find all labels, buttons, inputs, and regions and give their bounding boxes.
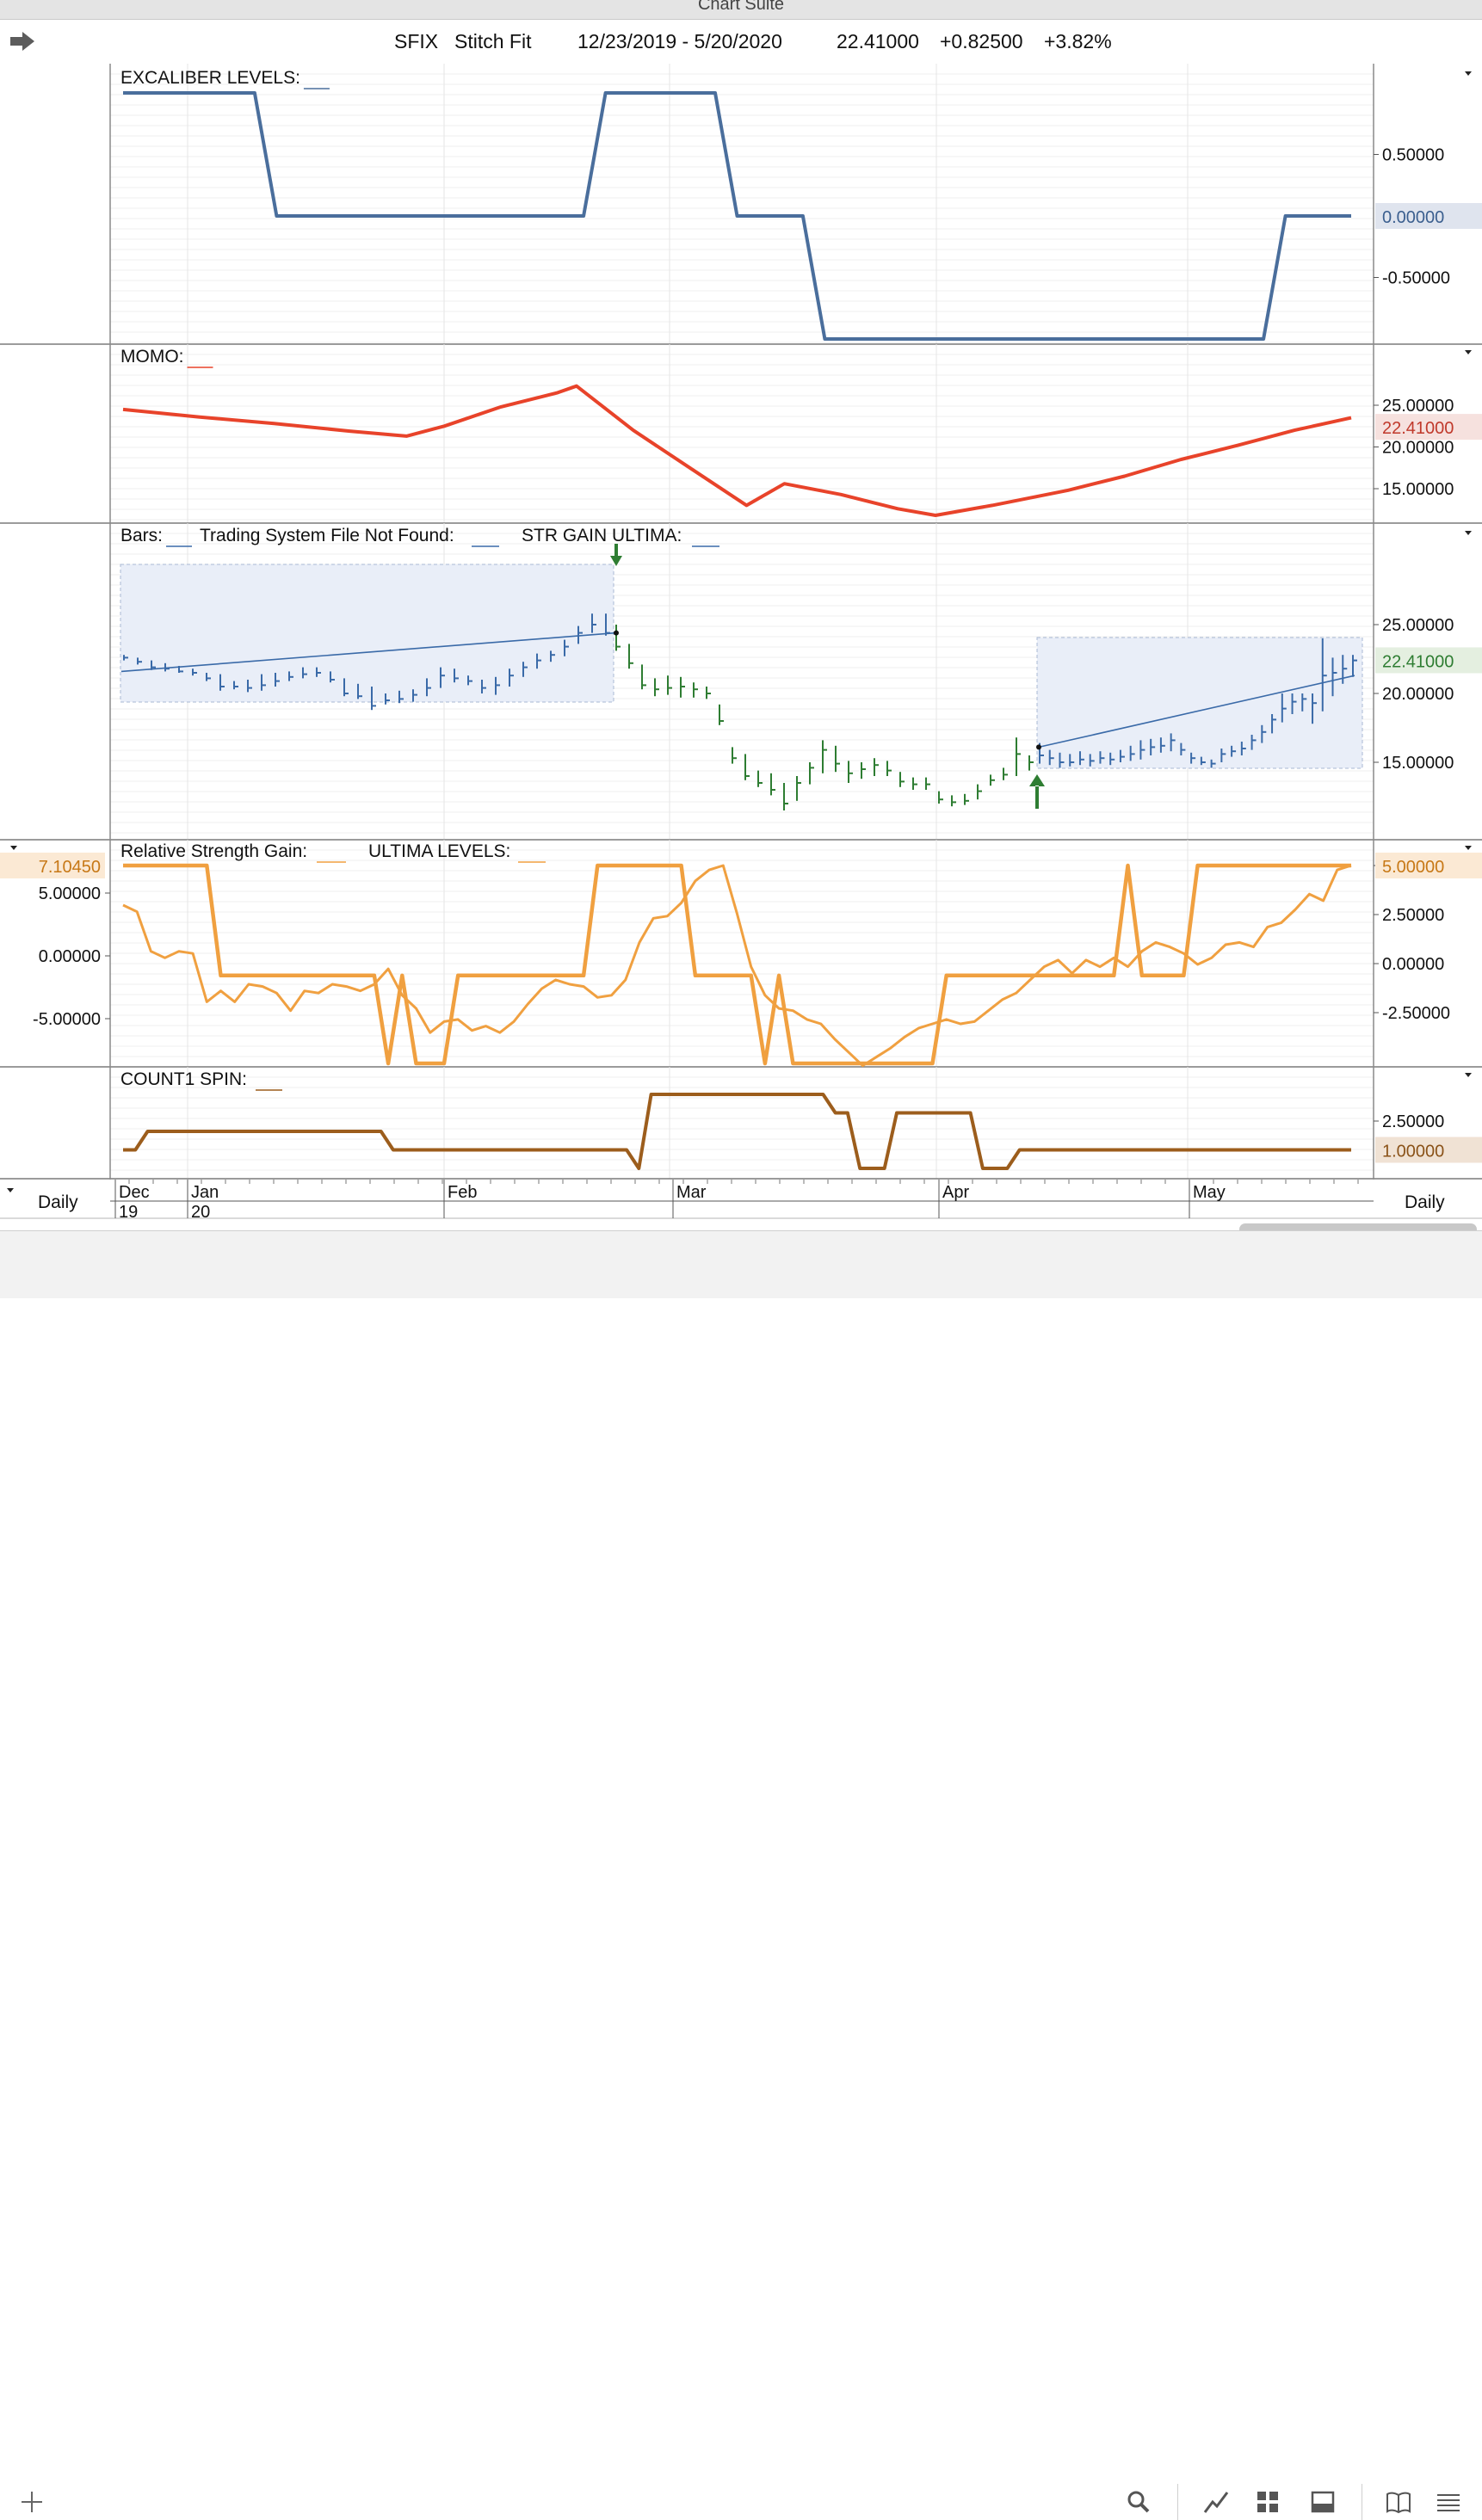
collapse-triangle-icon[interactable]	[10, 846, 17, 850]
collapse-triangle-icon[interactable]	[1465, 71, 1472, 76]
collapse-triangle-icon[interactable]	[1465, 846, 1472, 850]
search-icon[interactable]	[1126, 2489, 1152, 2515]
time-axis-year-label: 19	[119, 1203, 138, 1222]
time-axis-month-label: Apr	[942, 1183, 969, 1202]
axis-tick-label: 25.00000	[1382, 616, 1454, 635]
axis-tick-label: 15.00000	[1382, 480, 1454, 499]
legend-label: STR GAIN ULTIMA:	[522, 526, 682, 545]
axis-tick-label: 20.00000	[1382, 439, 1454, 458]
plus-icon[interactable]	[19, 2489, 45, 2515]
collapse-triangle-icon[interactable]	[1465, 531, 1472, 535]
axis-tick-label: 2.50000	[1382, 1112, 1444, 1131]
time-axis-month-label: Dec	[119, 1183, 150, 1202]
axis-tick-label: -0.50000	[1382, 269, 1450, 288]
axis-tick-label: 0.50000	[1382, 146, 1444, 165]
axis-tick-label: 2.50000	[1382, 906, 1444, 925]
axis-tick-label: -2.50000	[1382, 1004, 1450, 1023]
trading-band-left	[120, 564, 614, 703]
excaliber-last-value: 0.00000	[1382, 208, 1444, 227]
value-tag-background	[1375, 853, 1482, 878]
sell-signal-arrow-icon	[610, 544, 622, 566]
panel-title: Relative Strength Gain:	[120, 841, 307, 861]
relative-strength-left-last-value: 7.10450	[39, 858, 101, 877]
collapse-triangle-icon[interactable]	[7, 1188, 14, 1192]
last-price-label: 22.41000	[837, 30, 919, 52]
trend-endpoint	[1036, 744, 1041, 750]
count1-spin-line	[123, 1093, 1351, 1170]
axis-tick-label: 20.00000	[1382, 685, 1454, 704]
panel-title: EXCALIBER LEVELS:	[120, 68, 300, 88]
trend-line	[120, 632, 617, 673]
axis-tick-label: 5.00000	[39, 884, 101, 903]
buy-signal-arrow-icon	[1029, 774, 1045, 809]
axis-tick-label: 0.00000	[1382, 955, 1444, 974]
toolbar-separator	[1177, 2484, 1178, 2520]
trend-endpoint	[614, 630, 619, 636]
panel-title: MOMO:	[120, 347, 184, 367]
trading-band-right	[1036, 637, 1363, 769]
company-label: Stitch Fit	[454, 30, 532, 52]
bars-last-value: 22.41000	[1382, 652, 1454, 671]
panel-icon[interactable]	[1310, 2489, 1336, 2515]
panel-title: COUNT1 SPIN:	[120, 1069, 247, 1089]
window-titlebar: Chart Suite	[0, 0, 1482, 20]
window-title: Chart Suite	[697, 0, 785, 14]
forward-arrow-icon[interactable]	[9, 30, 36, 52]
axis-tick-label: 25.00000	[1382, 397, 1454, 416]
ultima-levels-line	[123, 863, 1351, 1066]
time-axis-month-label: Jan	[191, 1183, 219, 1202]
count1-last-value: 1.00000	[1382, 1143, 1444, 1161]
line-chart-icon[interactable]	[1203, 2489, 1229, 2515]
symbol-label: SFIX	[394, 30, 439, 52]
book-icon[interactable]	[1386, 2489, 1411, 2515]
axis-tick-label: -5.00000	[33, 1010, 101, 1029]
axis-tick-label: 0.00000	[39, 947, 101, 966]
trend-line	[1038, 675, 1355, 749]
legend-label: ULTIMA LEVELS:	[368, 841, 510, 861]
time-axis-year-label: 20	[191, 1203, 210, 1222]
value-tag-background	[1375, 414, 1482, 441]
momo-line	[122, 384, 1352, 517]
chart-canvas[interactable]: EXCALIBER LEVELS: 0.50000 -0.50000 0.00000 M…	[0, 0, 1482, 1230]
panel-title: Bars:	[120, 526, 163, 545]
value-tag-background	[1375, 647, 1482, 674]
menu-icon[interactable]	[1436, 2489, 1461, 2515]
value-tag-background	[0, 853, 105, 878]
price-change-pct-label: +3.82%	[1044, 30, 1112, 52]
collapse-triangle-icon[interactable]	[1465, 1073, 1472, 1077]
relative-strength-line	[122, 864, 1352, 1068]
excaliber-line	[123, 91, 1351, 341]
time-axis-month-label: Mar	[676, 1183, 707, 1202]
bottom-toolbar	[0, 1230, 1482, 2520]
period-selector-left[interactable]: Daily	[38, 1192, 78, 1212]
legend-label: Trading System File Not Found:	[200, 526, 454, 545]
momo-last-value: 22.41000	[1382, 419, 1454, 438]
collapse-triangle-icon[interactable]	[1465, 350, 1472, 354]
time-axis-month-label: Feb	[448, 1183, 477, 1202]
time-axis-month-label: May	[1193, 1183, 1226, 1202]
value-tag-background	[1375, 203, 1482, 229]
value-tag-background	[1375, 1137, 1482, 1163]
axis-tick-label: 15.00000	[1382, 754, 1454, 773]
price-change-label: +0.82500	[940, 30, 1023, 52]
chart-header: SFIX Stitch Fit 12/23/2019 - 5/20/2020 2…	[0, 20, 1482, 65]
date-range-label: 12/23/2019 - 5/20/2020	[577, 30, 782, 52]
relative-strength-right-last-value: 5.00000	[1382, 858, 1444, 877]
time-axis-background	[0, 1180, 1482, 1218]
grid-icon[interactable]	[1255, 2489, 1281, 2515]
period-selector-right[interactable]: Daily	[1405, 1192, 1445, 1212]
